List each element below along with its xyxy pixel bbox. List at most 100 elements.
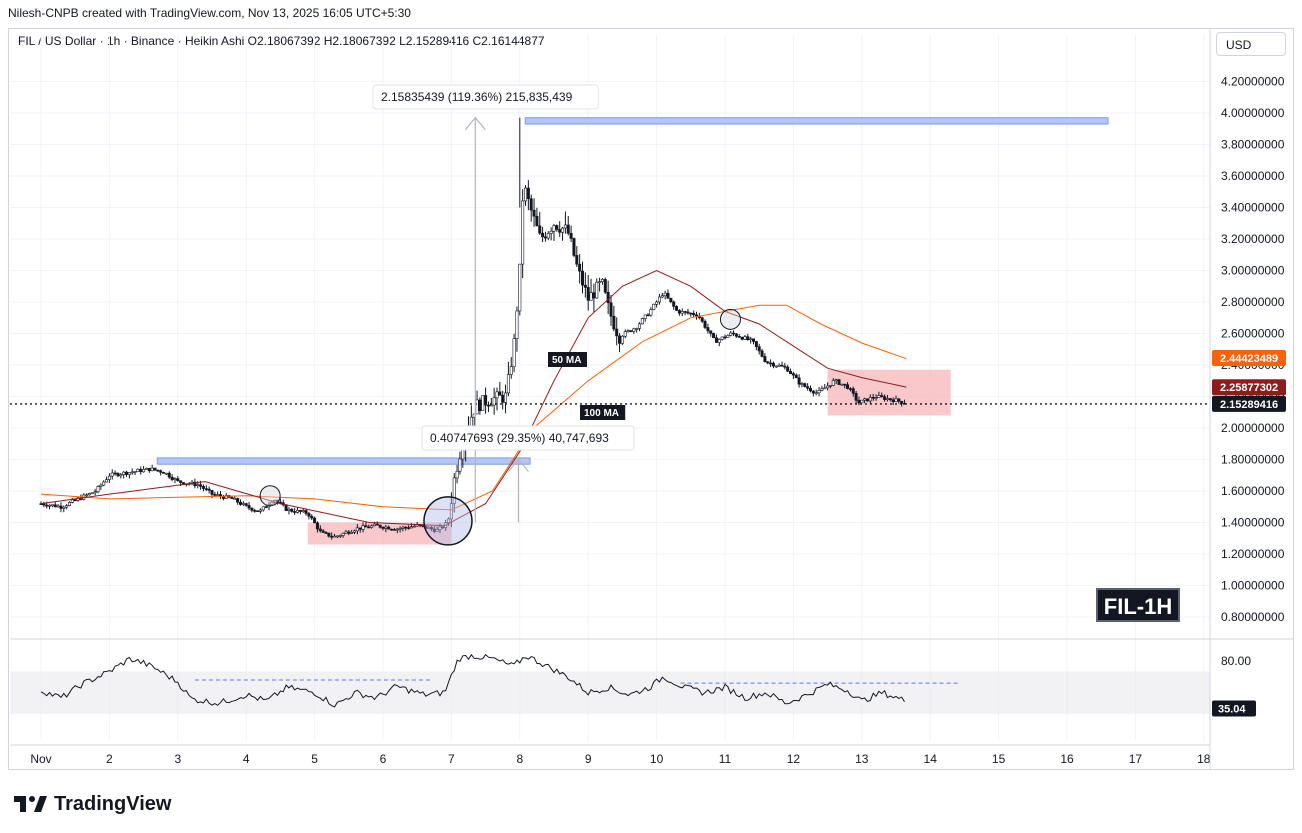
candle-body (435, 529, 439, 532)
x-tick-label: 10 (650, 752, 664, 766)
ma100-label: 100 MA (584, 408, 619, 419)
candle-body (686, 311, 690, 314)
candle-body (808, 387, 812, 392)
candle-body (706, 327, 710, 332)
candle-body (600, 279, 604, 282)
candle-body (358, 527, 362, 530)
tradingview-brand[interactable]: TradingView (12, 792, 171, 816)
candle-body (213, 494, 217, 496)
candle-body (717, 339, 721, 343)
candle-body (261, 506, 265, 511)
candle-body (475, 399, 479, 415)
candle-body (401, 526, 405, 529)
highlight-circle (719, 308, 741, 330)
measure-arrow (507, 458, 529, 472)
candle-body (615, 328, 619, 337)
candle-body (90, 492, 94, 495)
price-tag-text: 2.25877302 (1220, 382, 1278, 394)
symbol-legend: FIL / US Dollar · 1h · Binance · Heikin … (18, 34, 545, 48)
candle-body (478, 399, 482, 411)
range-zone (827, 369, 951, 416)
candle-body (370, 525, 374, 528)
candle-body (632, 328, 636, 332)
candle-body (791, 373, 795, 376)
measure-label: 0.40747693 (29.35%) 40,747,693 (430, 431, 609, 445)
candle-body (99, 484, 103, 487)
y-tick-label: 3.80000000 (1221, 138, 1285, 152)
y-tick-label: 3.40000000 (1221, 201, 1285, 215)
price-tag-text: 2.15289416 (1220, 399, 1278, 411)
candle-body (147, 467, 151, 472)
candle-body (73, 499, 77, 502)
candle-body (774, 365, 778, 368)
chart-credit: Nilesh-CNPB created with TradingView.com… (8, 6, 411, 20)
axes: Nov 2 3 4 5 6 7 8 9 10 11 12 13 14 15 16 17 18 4.20000000 4… (10, 29, 1294, 769)
y-tick-label: 1.20000000 (1221, 547, 1285, 561)
candle-body (239, 501, 243, 505)
x-tick-label: 2 (106, 752, 113, 766)
candle-body (321, 530, 325, 533)
candle-body (492, 397, 496, 406)
brand-name: TradingView (54, 792, 172, 815)
candle-body (891, 399, 895, 403)
candle-body (769, 362, 773, 365)
candle-body (757, 346, 761, 352)
candle-body (857, 399, 861, 404)
candle-body (521, 200, 525, 265)
candle-body (783, 365, 787, 368)
candle-body (338, 535, 342, 537)
range-zone (307, 522, 452, 545)
candle-body (127, 472, 131, 475)
annotations: 50 MA 100 MA 2.15835439 (119.36%) 215,835,… (10, 84, 1210, 546)
y-tick-label: 3.60000000 (1221, 169, 1285, 183)
candle-body (93, 491, 97, 494)
candle-body (361, 525, 365, 530)
x-tick-label: 11 (719, 752, 732, 766)
candle-body (806, 386, 810, 389)
candle-body (387, 526, 391, 530)
candle-body (789, 371, 793, 374)
candle-body (139, 469, 143, 473)
candle-body (324, 532, 328, 534)
candle-body (771, 362, 775, 367)
candle-body (110, 472, 114, 477)
candle-body (449, 503, 453, 520)
candle-body (236, 498, 240, 503)
candle-body (538, 225, 542, 234)
candle-body (817, 390, 821, 394)
candle-body (395, 528, 399, 531)
candle-body (512, 338, 516, 367)
candle-body (871, 397, 875, 399)
currency-selector[interactable]: USD (1216, 32, 1286, 56)
candle-body (469, 416, 473, 427)
candle-body (663, 292, 667, 297)
candle-body (375, 523, 379, 526)
candle-body (515, 310, 519, 339)
candle-body (800, 383, 804, 385)
candle-body (603, 279, 607, 293)
candle-body (640, 318, 644, 325)
candle-body (253, 510, 257, 512)
measure-arrow (464, 116, 486, 131)
candle-body (526, 187, 530, 200)
candle-body (814, 392, 818, 395)
candle-body (56, 505, 60, 508)
candle-body (626, 330, 630, 332)
candle-body (649, 309, 653, 316)
candle-body (888, 398, 892, 401)
candle-body (598, 281, 602, 283)
candle-body (694, 314, 698, 317)
candle-body (233, 498, 237, 500)
candle-body (59, 505, 63, 509)
candle-body (689, 312, 693, 315)
candle-body (558, 229, 562, 233)
candle-body (204, 488, 208, 490)
candle-body (529, 198, 533, 211)
candle-body (295, 510, 299, 513)
candle-body (447, 518, 451, 523)
x-tick-label: 6 (380, 752, 387, 766)
candles (39, 117, 907, 540)
candle-body (606, 291, 610, 304)
candle-body (136, 469, 140, 472)
